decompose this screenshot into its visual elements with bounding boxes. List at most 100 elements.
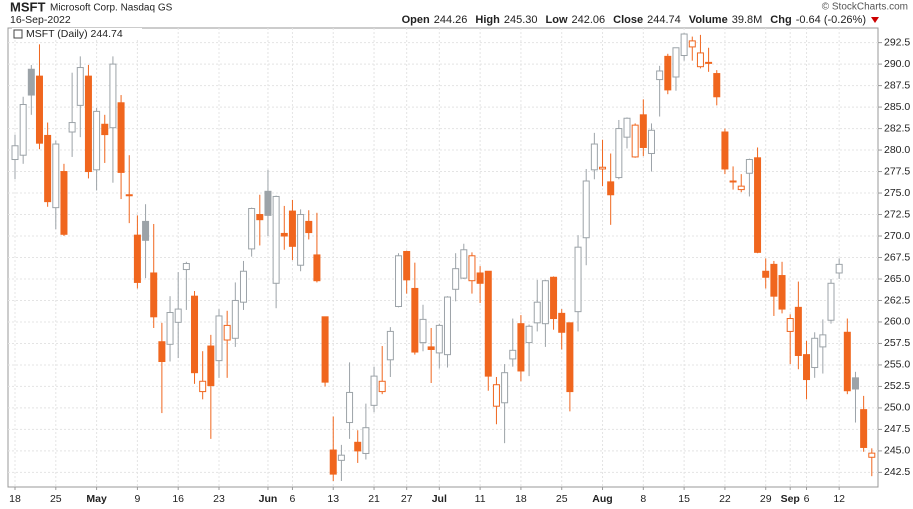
- x-tick-label: Jul: [432, 493, 447, 505]
- candle-body: [52, 143, 60, 209]
- candle-body: [11, 145, 19, 161]
- candle-body: [460, 249, 468, 279]
- candle-body: [44, 134, 52, 203]
- candle-body: [182, 263, 190, 271]
- candle-body: [786, 318, 794, 332]
- candle-body: [713, 73, 721, 98]
- x-tick-label: 9: [134, 493, 140, 505]
- candle-body: [27, 68, 35, 96]
- candle-body: [272, 195, 280, 284]
- candle-body: [566, 322, 574, 393]
- candle-body: [664, 55, 672, 91]
- candle-body: [419, 318, 427, 344]
- candle-body: [386, 330, 394, 361]
- y-tick-label: 272.5: [884, 208, 910, 220]
- candle-body: [199, 380, 207, 393]
- y-tick-label: 280.0: [884, 144, 910, 156]
- candle-body: [435, 324, 443, 354]
- candle-body: [239, 270, 247, 303]
- x-tick-label: 29: [760, 493, 772, 505]
- candle-body: [109, 63, 117, 129]
- candle-body: [280, 232, 288, 237]
- quote-value: 39.8M: [732, 14, 763, 26]
- candle-body: [558, 312, 566, 333]
- candles: [11, 33, 876, 481]
- candle-body: [851, 377, 859, 390]
- quote-label: High: [475, 14, 500, 26]
- legend-icon: [13, 29, 23, 39]
- candle-body: [680, 33, 688, 57]
- candle-body: [590, 143, 598, 171]
- y-tick-label: 287.5: [884, 79, 910, 91]
- y-tick-label: 242.5: [884, 466, 910, 478]
- y-tick-label: 262.5: [884, 294, 910, 306]
- candle-body: [378, 380, 386, 393]
- credit: © StockCharts.com: [822, 2, 908, 13]
- quote-value: 245.30: [504, 14, 538, 26]
- candle-body: [868, 452, 876, 458]
- candle-body: [672, 47, 680, 78]
- y-tick-label: 257.5: [884, 337, 910, 349]
- candle-body: [484, 270, 492, 377]
- date: 16-Sep-2022: [10, 14, 71, 26]
- candle-body: [76, 67, 84, 106]
- candle-body: [166, 312, 174, 345]
- quote-label: Close: [613, 14, 643, 26]
- candle-body: [370, 375, 378, 406]
- company: Microsoft Corp. Nasdaq GS: [50, 3, 173, 14]
- candle-body: [696, 52, 704, 68]
- candle-body: [656, 70, 664, 81]
- candle-body: [231, 299, 239, 339]
- quote-value: -0.64 (-0.26%): [796, 14, 866, 26]
- x-tick-label: 12: [833, 493, 845, 505]
- candle-body: [35, 75, 43, 144]
- candle-body: [93, 110, 101, 171]
- candle-body: [541, 280, 549, 325]
- candle-body: [223, 324, 231, 341]
- candle-body: [452, 268, 460, 290]
- candle-body: [468, 255, 476, 282]
- candle-body: [354, 441, 362, 452]
- candle-body: [403, 250, 411, 281]
- x-tick-label: 23: [213, 493, 225, 505]
- candle-body: [811, 337, 819, 369]
- x-tick-label: 27: [401, 493, 413, 505]
- symbol: MSFT: [10, 0, 45, 14]
- candle-body: [264, 190, 272, 216]
- candle-body: [215, 315, 223, 362]
- quote: Open 244.26 High 245.30 Low 242.06 Close 244.74…: [402, 14, 866, 26]
- x-tick-label: 8: [640, 493, 646, 505]
- y-tick-label: 255.0: [884, 359, 910, 371]
- x-tick-label: 11: [475, 493, 486, 505]
- x-tick-label: Sep: [781, 493, 800, 505]
- y-tick-label: 270.0: [884, 230, 910, 242]
- candle-body: [533, 301, 541, 324]
- y-tick-label: 275.0: [884, 187, 910, 199]
- candle-body: [476, 272, 484, 284]
- candle-body: [827, 282, 835, 321]
- candle-body: [443, 296, 451, 356]
- candle-body: [819, 334, 827, 348]
- quote-label: Volume: [689, 14, 728, 26]
- grid: [8, 28, 878, 487]
- candle-body: [778, 275, 786, 310]
- candle-body: [207, 345, 215, 387]
- candle-body: [525, 325, 533, 344]
- candle-body: [492, 384, 500, 407]
- quote-value: 242.06: [572, 14, 606, 26]
- candle-body: [582, 180, 590, 239]
- x-tick-label: 18: [9, 493, 21, 505]
- x-tick-label: 25: [50, 493, 62, 505]
- candle-body: [754, 157, 762, 253]
- candle-body: [737, 185, 745, 191]
- x-tick-label: 18: [515, 493, 527, 505]
- quote-label: Low: [546, 14, 568, 26]
- candle-body: [158, 341, 166, 363]
- candle-body: [313, 254, 321, 282]
- y-tick-label: 245.0: [884, 445, 910, 457]
- candle-body: [623, 117, 631, 138]
- quote-value: 244.26: [434, 14, 468, 26]
- candle-body: [133, 234, 141, 283]
- candle-body: [705, 61, 713, 64]
